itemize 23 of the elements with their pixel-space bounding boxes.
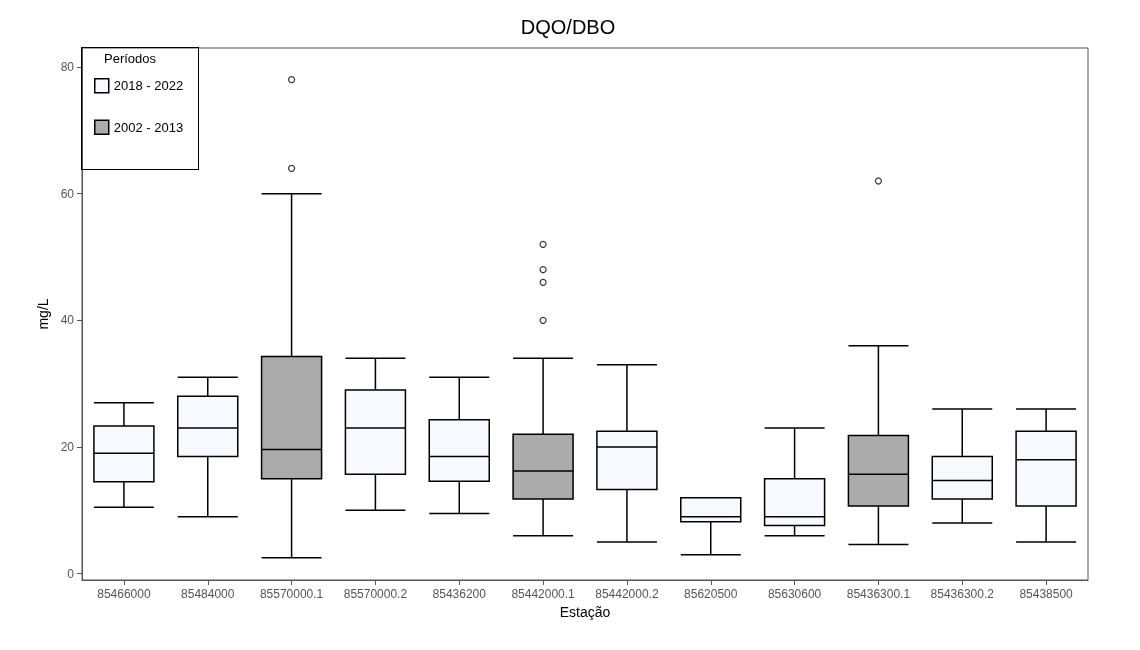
x-tick-label: 85570000.1 bbox=[259, 587, 324, 601]
y-tick-label: 60 bbox=[60, 186, 75, 201]
x-tick-label: 85466000 bbox=[97, 587, 151, 601]
x-tick-label: 85438500 bbox=[1019, 587, 1074, 601]
y-tick-label: 80 bbox=[60, 60, 75, 74]
y-tick-label: 40 bbox=[60, 313, 75, 328]
legend-label: 2002 - 2013 bbox=[113, 119, 184, 135]
legend-title: Períodos bbox=[104, 51, 157, 66]
x-tick-label: 85630600 bbox=[767, 587, 822, 601]
y-tick-label: 0 bbox=[67, 566, 75, 581]
x-tick-label: 85484000 bbox=[181, 587, 235, 601]
chart-title: DQO/DBO bbox=[520, 16, 616, 38]
x-tick-label: 85442000.2 bbox=[595, 587, 659, 601]
x-tick-label: 85620500 bbox=[684, 587, 738, 601]
x-tick-label: 85436300.2 bbox=[930, 587, 995, 601]
x-tick-label: 85436300.1 bbox=[846, 587, 911, 601]
legend-label: 2018 - 2022 bbox=[113, 78, 184, 94]
y-tick-label: 20 bbox=[60, 440, 75, 454]
x-tick-label: 85436200 bbox=[432, 587, 487, 601]
x-tick-label: 85442000.1 bbox=[511, 587, 576, 601]
y-axis-title: mg/L bbox=[34, 298, 51, 330]
x-tick-label: 85570000.2 bbox=[343, 587, 408, 601]
x-axis-title: Estação bbox=[559, 603, 611, 620]
